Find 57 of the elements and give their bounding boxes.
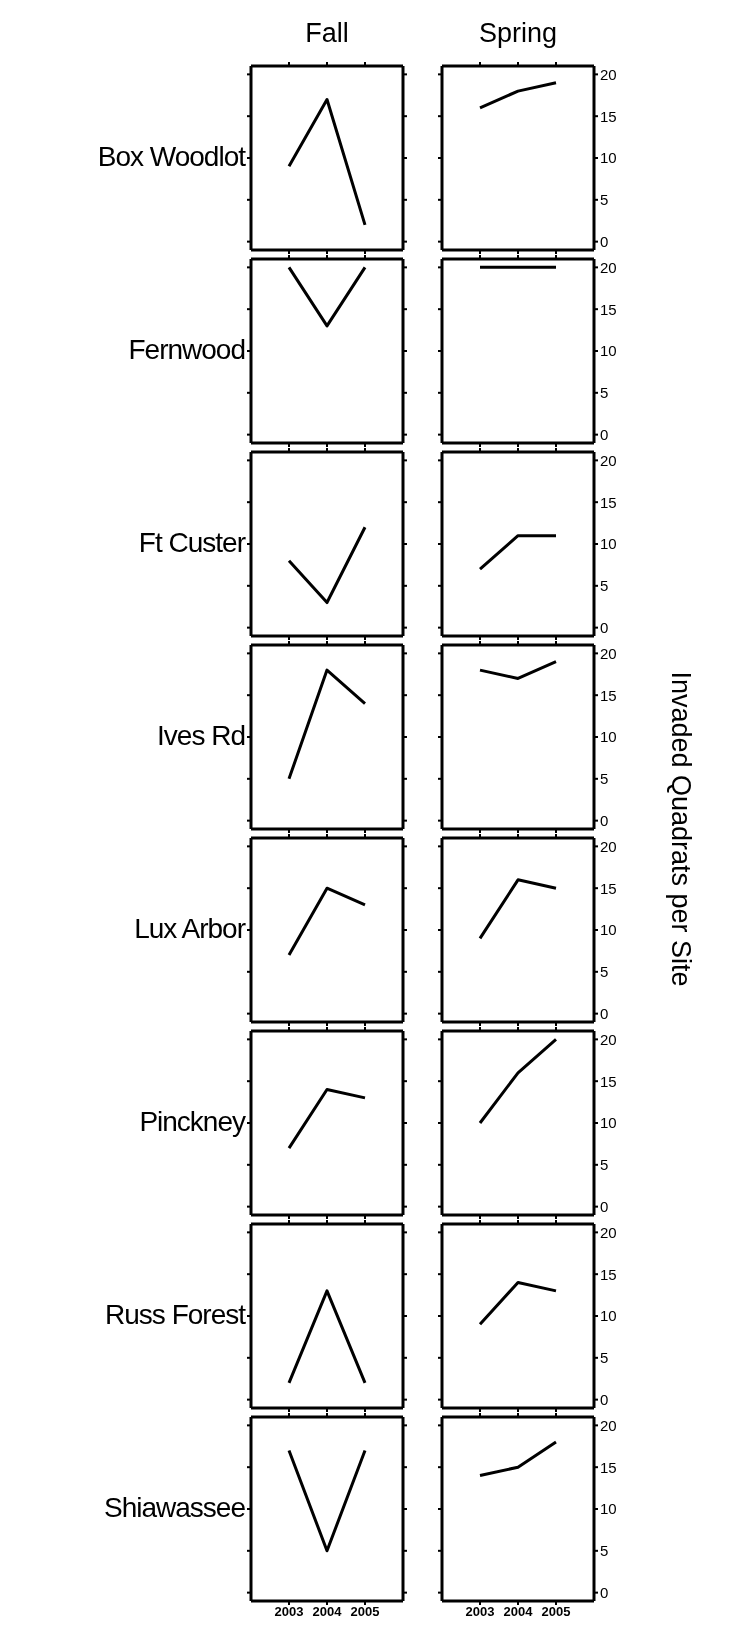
y-axis-title: Box Woodlot (97, 141, 245, 173)
x-tick-label: 2003 (465, 1604, 495, 1620)
y-tick-label: 20 (600, 1416, 617, 1434)
chart-title: Spring (477, 18, 558, 49)
y-tick-label: 10 (600, 921, 617, 939)
y-tick-label: 5 (600, 963, 609, 981)
x-tick-label: 2005 (541, 1604, 571, 1620)
y-tick-label: 20 (600, 1030, 617, 1048)
y-tick-label: 20 (600, 1223, 617, 1241)
y-axis-title: Invaded Quadrats per Site (664, 671, 696, 987)
y-tick-label: 10 (600, 1114, 617, 1132)
y-axis-title: Russ Forest (105, 1299, 245, 1331)
y-tick-label: 5 (600, 770, 609, 788)
y-tick-label: 5 (600, 1542, 609, 1560)
x-tick-label: 2005 (350, 1604, 380, 1620)
y-tick-label: 10 (600, 149, 617, 167)
y-axis-title: Fernwood (128, 334, 245, 366)
y-axis-title: Shiawassee (104, 1492, 245, 1524)
y-tick-label: 15 (600, 1072, 617, 1090)
y-tick-label: 20 (600, 258, 617, 276)
y-axis-title: Ft Custer (138, 527, 245, 559)
y-tick-label: 0 (600, 1004, 609, 1022)
y-axis-title: Lux Arbor (134, 913, 245, 945)
y-tick-label: 0 (600, 618, 609, 636)
y-tick-label: 15 (600, 300, 617, 318)
y-tick-label: 15 (600, 1265, 617, 1283)
y-tick-label: 5 (600, 191, 609, 209)
y-tick-label: 10 (600, 342, 617, 360)
y-tick-label: 0 (600, 1583, 609, 1601)
y-tick-label: 10 (600, 535, 617, 553)
x-tick-label: 2004 (312, 1604, 343, 1620)
y-tick-label: 0 (600, 1197, 609, 1215)
y-tick-label: 15 (600, 107, 617, 125)
x-tick-label: 2003 (274, 1604, 304, 1620)
y-tick-label: 15 (600, 493, 617, 511)
y-tick-label: 5 (600, 1349, 609, 1367)
y-tick-label: 20 (600, 65, 617, 83)
y-tick-label: 5 (600, 384, 609, 402)
y-tick-label: 10 (600, 1500, 617, 1518)
y-tick-label: 20 (600, 837, 617, 855)
y-tick-label: 20 (600, 644, 617, 662)
y-tick-label: 15 (600, 1458, 617, 1476)
y-tick-label: 0 (600, 1390, 609, 1408)
y-tick-label: 15 (600, 686, 617, 704)
y-tick-label: 20 (600, 451, 617, 469)
y-tick-label: 0 (600, 811, 609, 829)
y-axis-title: Pinckney (139, 1106, 245, 1138)
y-tick-label: 10 (600, 1307, 617, 1325)
y-tick-label: 5 (600, 577, 609, 595)
y-axis-title: Ives Rd (157, 720, 245, 752)
y-tick-label: 0 (600, 232, 609, 250)
chart-title: Fall (304, 18, 350, 49)
y-tick-label: 0 (600, 425, 609, 443)
x-tick-label: 2004 (503, 1604, 534, 1620)
y-tick-label: 10 (600, 728, 617, 746)
y-tick-label: 15 (600, 879, 617, 897)
y-tick-label: 5 (600, 1156, 609, 1174)
